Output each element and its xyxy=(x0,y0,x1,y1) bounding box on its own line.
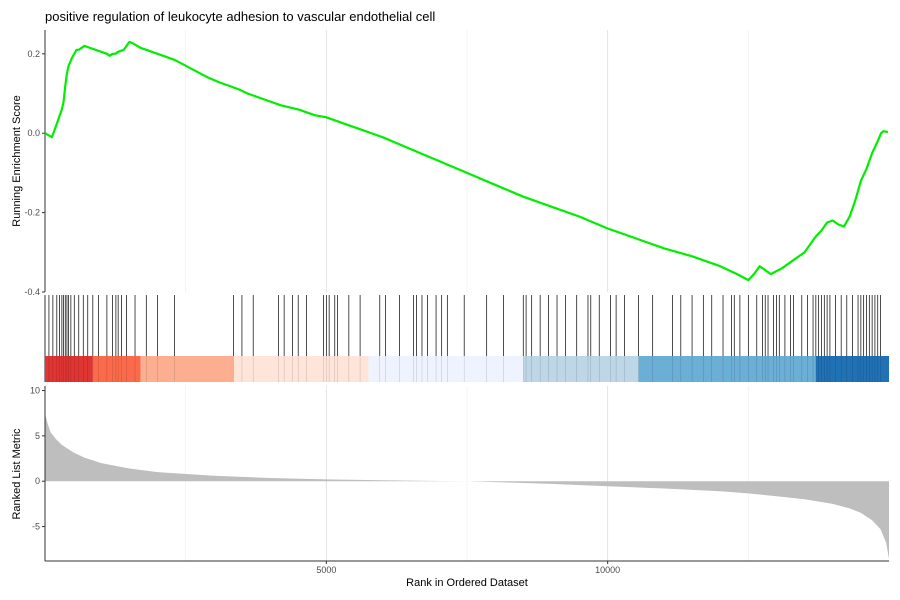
enrichment-panel: -0.4 -0.2 0.0 0.2 Running Enrichment Score xyxy=(11,30,889,297)
color-bar-segment xyxy=(815,356,889,382)
enrichment-grid xyxy=(185,30,749,292)
color-bar-segment xyxy=(523,356,639,382)
enrichment-score-line xyxy=(44,40,889,282)
rank-color-bar xyxy=(45,356,889,382)
y-tick-label: 0.2 xyxy=(27,49,40,59)
y-tick-label: 0.0 xyxy=(27,128,40,138)
gene-hit-marks xyxy=(48,295,881,356)
y-tick-label: -0.2 xyxy=(24,208,40,218)
enrichment-y-ticks: -0.4 -0.2 0.0 0.2 xyxy=(24,49,45,297)
color-bar-segment xyxy=(233,356,369,382)
x-axis-label: Rank in Ordered Dataset xyxy=(406,577,528,589)
y-tick-label: 5 xyxy=(35,431,40,441)
color-bar-segment xyxy=(45,356,93,382)
ranked-y-label: Ranked List Metric xyxy=(11,428,23,520)
ranked-metric-panel: -5 0 5 10 5000 10000 Ranked List Metric Rank… xyxy=(11,386,889,589)
x-ticks: 5000 10000 xyxy=(316,561,620,575)
x-tick-label: 10000 xyxy=(595,565,620,575)
color-bar-segment xyxy=(368,356,524,382)
gene-hits-panel xyxy=(44,295,889,382)
ranked-y-ticks: -5 0 5 10 xyxy=(30,386,45,532)
x-tick-label: 5000 xyxy=(316,565,336,575)
y-tick-label: -0.4 xyxy=(24,287,40,297)
y-tick-label: 10 xyxy=(30,386,40,396)
ranked-metric-area xyxy=(45,413,889,560)
color-bar-segment xyxy=(638,356,816,382)
chart-title: positive regulation of leukocyte adhesio… xyxy=(45,9,435,24)
color-bar-segment xyxy=(92,356,141,382)
color-bar-segment xyxy=(140,356,234,382)
ranked-grid xyxy=(185,386,749,561)
enrichment-y-label: Running Enrichment Score xyxy=(11,95,23,226)
y-tick-label: -5 xyxy=(32,522,40,532)
y-tick-label: 0 xyxy=(35,476,40,486)
